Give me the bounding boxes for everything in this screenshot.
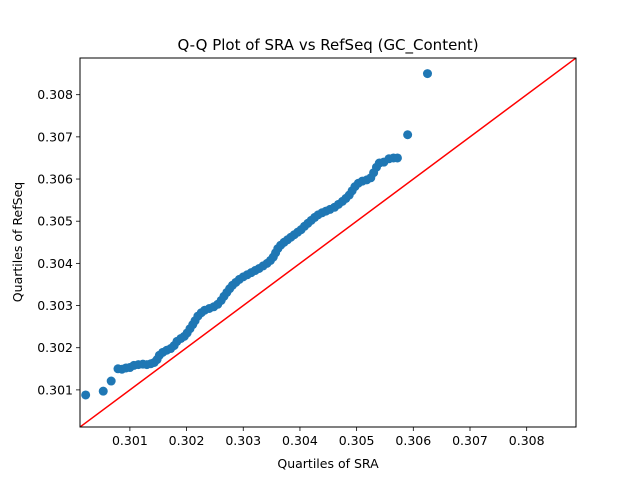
y-tick-label: 0.308: [37, 87, 73, 102]
plot-frame: [79, 57, 577, 428]
x-tick-label: 0.306: [395, 433, 431, 448]
x-axis-title: Quartiles of SRA: [277, 456, 379, 471]
y-tick-label: 0.304: [37, 256, 73, 271]
y-tick-label: 0.302: [37, 340, 73, 355]
x-tick-label: 0.308: [509, 433, 545, 448]
y-axis-title: Quartiles of RefSeq: [10, 182, 25, 302]
chart-title: Q-Q Plot of SRA vs RefSeq (GC_Content): [177, 36, 478, 55]
x-tick-label: 0.304: [282, 433, 318, 448]
data-point: [81, 390, 91, 400]
reference-line: [80, 58, 576, 427]
data-point: [403, 130, 413, 140]
data-point: [106, 376, 116, 386]
y-tick-label: 0.305: [37, 214, 73, 229]
data-point: [98, 386, 108, 396]
x-tick-label: 0.305: [339, 433, 375, 448]
data-point: [392, 153, 402, 163]
x-tick-label: 0.303: [225, 433, 261, 448]
y-tick-label: 0.307: [37, 129, 73, 144]
y-tick-label: 0.306: [37, 172, 73, 187]
y-tick-label: 0.301: [37, 382, 73, 397]
x-tick-label: 0.302: [169, 433, 205, 448]
data-point: [422, 69, 432, 79]
y-tick-label: 0.303: [37, 298, 73, 313]
x-tick-label: 0.301: [112, 433, 148, 448]
x-tick-label: 0.307: [452, 433, 488, 448]
